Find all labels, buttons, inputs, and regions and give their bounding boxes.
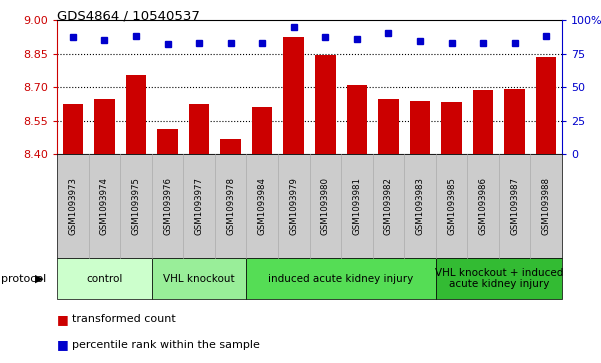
Bar — [94, 99, 115, 154]
Text: GSM1093979: GSM1093979 — [289, 177, 298, 235]
Text: GSM1093974: GSM1093974 — [100, 177, 109, 235]
Bar — [347, 85, 367, 154]
Text: GSM1093987: GSM1093987 — [510, 177, 519, 235]
Text: GSM1093977: GSM1093977 — [195, 177, 204, 235]
Text: ■: ■ — [57, 338, 69, 351]
Bar — [221, 139, 241, 154]
Text: GSM1093975: GSM1093975 — [132, 177, 141, 235]
Text: VHL knockout: VHL knockout — [163, 274, 235, 284]
Text: GSM1093982: GSM1093982 — [384, 177, 393, 235]
Bar — [536, 57, 557, 154]
Text: GSM1093988: GSM1093988 — [542, 177, 551, 235]
Bar — [189, 104, 209, 154]
Text: GSM1093973: GSM1093973 — [69, 177, 78, 235]
Text: GDS4864 / 10540537: GDS4864 / 10540537 — [57, 9, 200, 22]
Text: VHL knockout + induced
acute kidney injury: VHL knockout + induced acute kidney inju… — [435, 268, 563, 289]
Bar — [378, 99, 398, 154]
Bar — [63, 104, 83, 154]
Bar — [410, 101, 430, 154]
Bar — [157, 129, 178, 154]
Bar — [252, 107, 272, 154]
Text: GSM1093981: GSM1093981 — [352, 177, 361, 235]
Text: GSM1093985: GSM1093985 — [447, 177, 456, 235]
Text: control: control — [86, 274, 123, 284]
Text: GSM1093980: GSM1093980 — [321, 177, 330, 235]
Text: percentile rank within the sample: percentile rank within the sample — [72, 340, 260, 350]
Bar — [126, 75, 146, 154]
Text: GSM1093976: GSM1093976 — [163, 177, 172, 235]
Bar — [504, 89, 525, 154]
Text: transformed count: transformed count — [72, 314, 176, 325]
Text: GSM1093983: GSM1093983 — [415, 177, 424, 235]
Text: protocol: protocol — [1, 274, 46, 284]
Bar — [473, 90, 493, 154]
Text: induced acute kidney injury: induced acute kidney injury — [269, 274, 413, 284]
Text: GSM1093978: GSM1093978 — [226, 177, 235, 235]
Text: ▶: ▶ — [35, 274, 43, 284]
Text: ■: ■ — [57, 313, 69, 326]
Text: GSM1093986: GSM1093986 — [478, 177, 487, 235]
Text: GSM1093984: GSM1093984 — [258, 177, 267, 235]
Bar — [441, 102, 462, 154]
Bar — [315, 55, 335, 154]
Bar — [284, 37, 304, 154]
